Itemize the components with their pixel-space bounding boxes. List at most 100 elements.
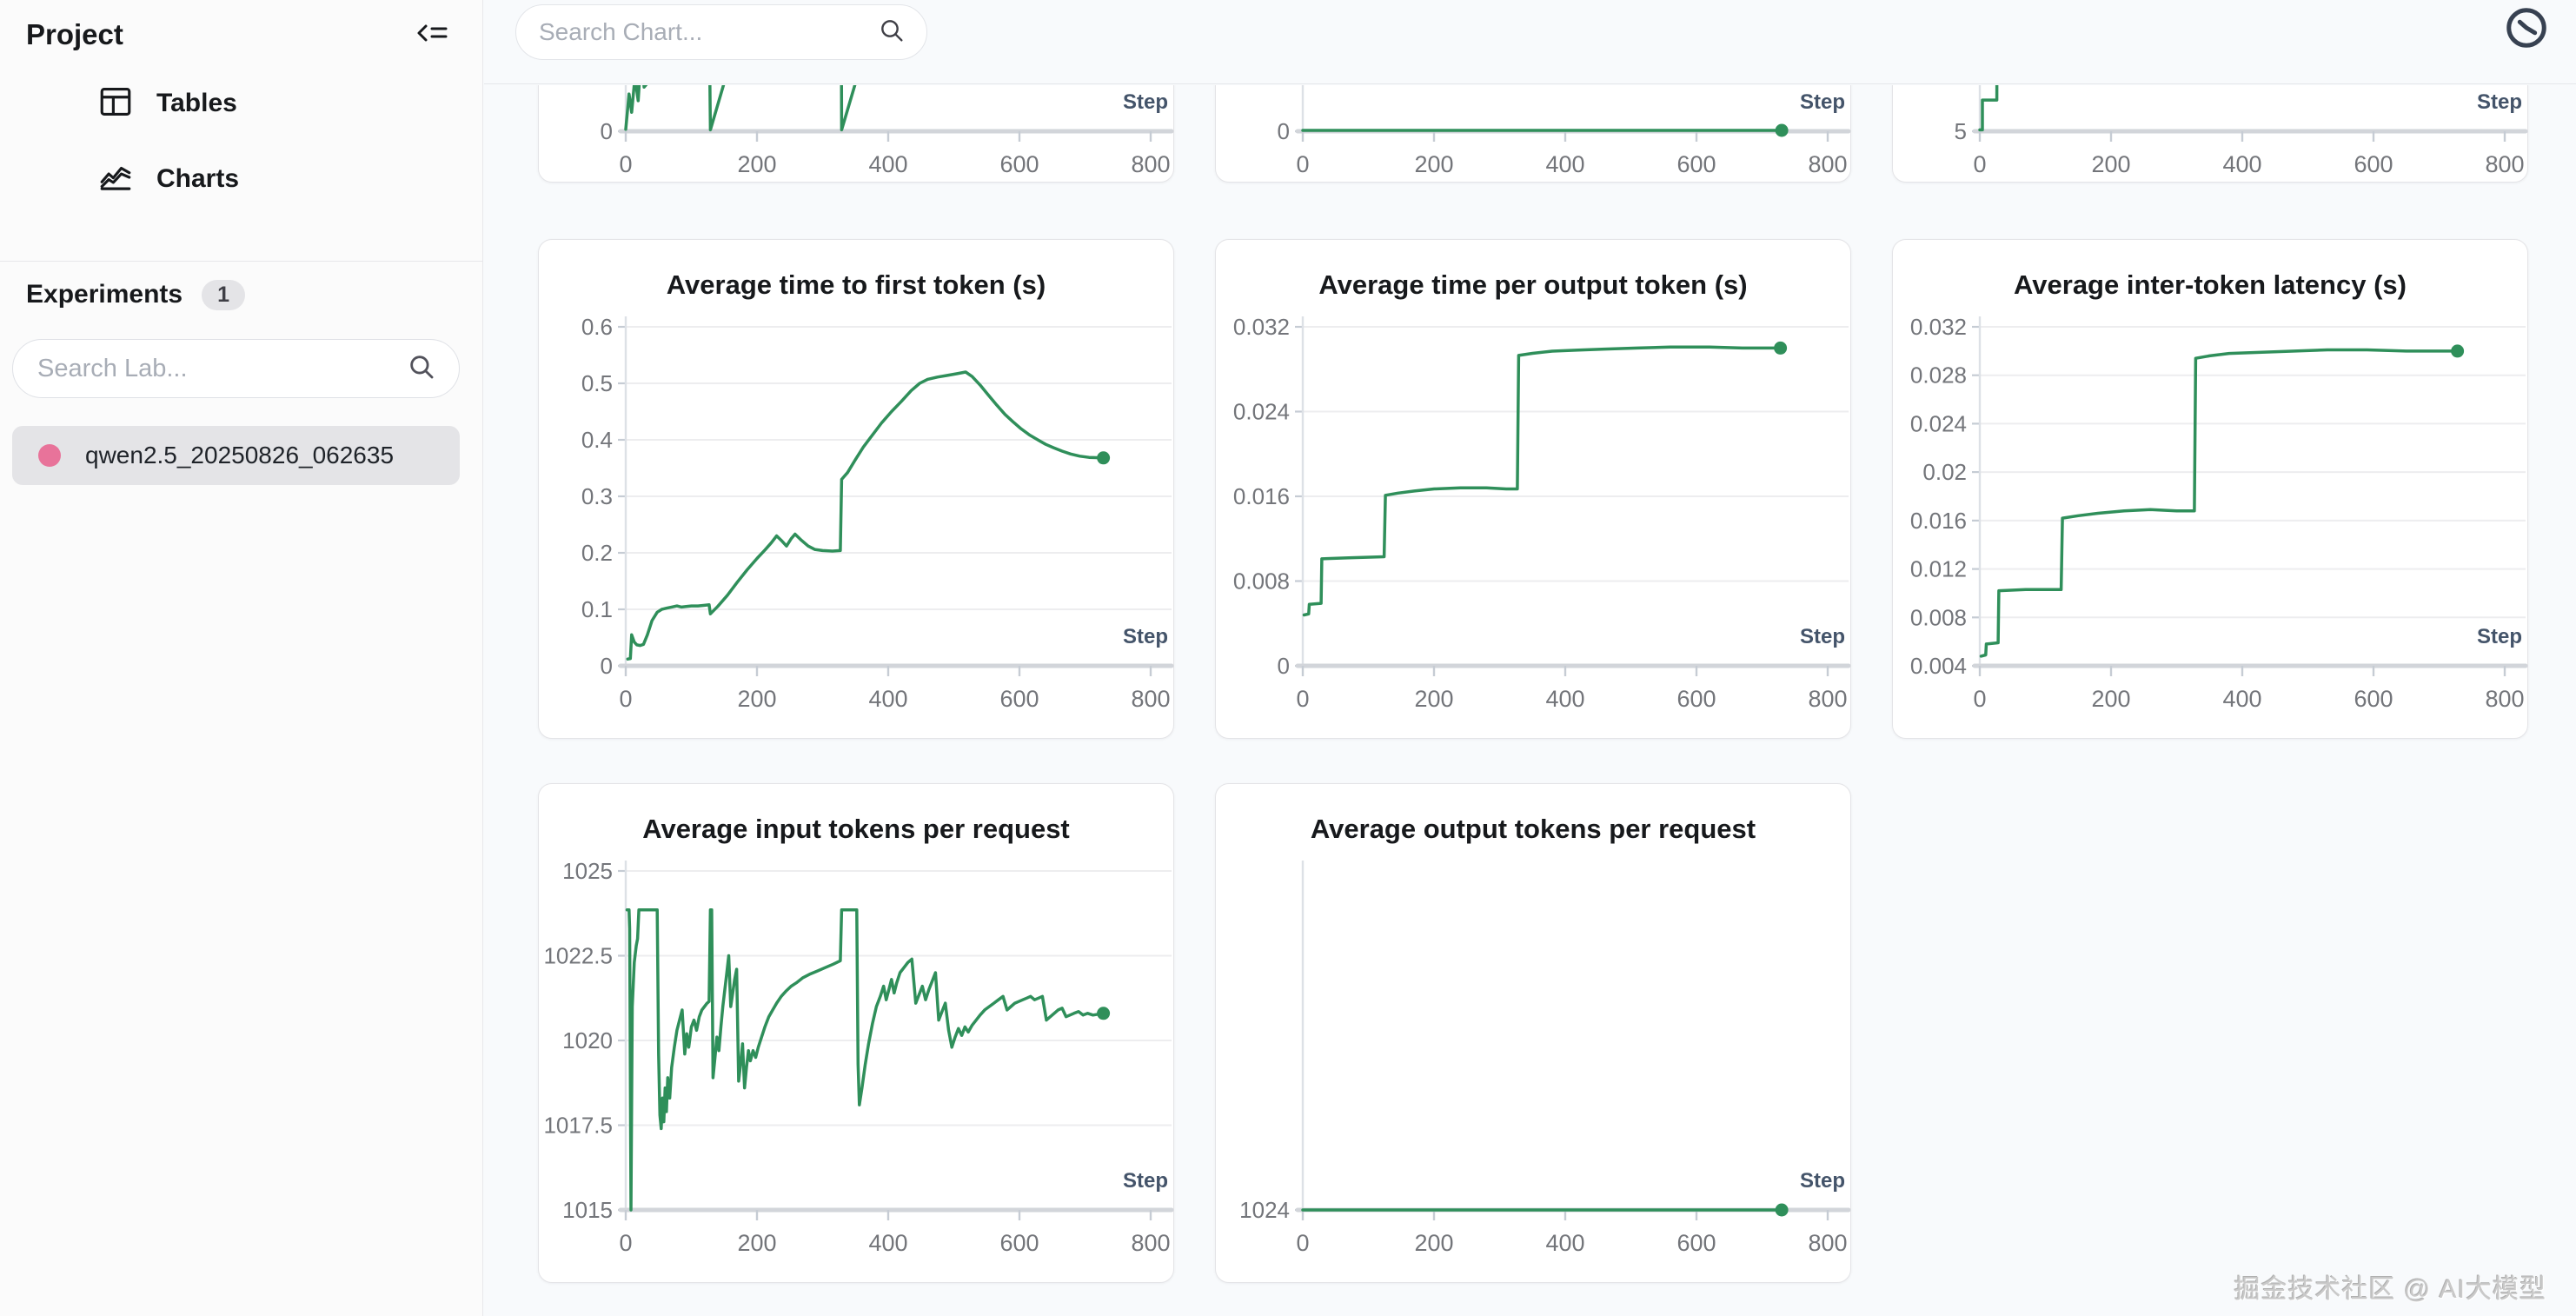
chart-plot[interactable]: 0 0 200 400 600 800 Step <box>1216 85 1851 182</box>
watermark: 掘金技术社区 @ AI大模型 <box>2234 1275 2546 1304</box>
svg-text:200: 200 <box>1414 686 1453 712</box>
svg-text:600: 600 <box>2354 151 2393 177</box>
svg-text:0: 0 <box>1973 686 1986 712</box>
experiments-count-badge: 1 <box>202 279 245 310</box>
project-title: Project <box>26 18 123 50</box>
collapse-sidebar-icon <box>415 20 449 50</box>
svg-text:0.012: 0.012 <box>1910 556 1967 582</box>
search-icon <box>878 17 906 49</box>
svg-text:0.008: 0.008 <box>1910 604 1967 630</box>
chart-plot[interactable]: 5 0 200 400 600 800 Step <box>1893 85 2528 182</box>
svg-text:400: 400 <box>868 686 907 712</box>
svg-text:1020: 1020 <box>562 1027 613 1053</box>
svg-text:1017.5: 1017.5 <box>543 1113 613 1139</box>
svg-text:200: 200 <box>2091 151 2130 177</box>
chart-card[interactable]: 0 0 200 400 600 800 Step <box>538 85 1174 183</box>
svg-text:0: 0 <box>619 686 632 712</box>
chart-plot[interactable]: 0 0.1 0.2 0.3 0.4 0.5 0.6 0 200 400 600 800 Step <box>539 240 1174 738</box>
chart-title: Average input tokens per request <box>642 814 1070 844</box>
clock-icon <box>2503 4 2550 56</box>
svg-text:Step: Step <box>2477 625 2522 648</box>
svg-text:600: 600 <box>999 1230 1039 1256</box>
sidebar-item-label: Tables <box>156 89 237 117</box>
svg-text:600: 600 <box>999 686 1039 712</box>
svg-text:400: 400 <box>2222 686 2261 712</box>
svg-text:0.004: 0.004 <box>1910 653 1967 679</box>
svg-text:Step: Step <box>1123 90 1168 114</box>
chart-card-avg-output-tokens[interactable]: Average output tokens per request 1024 0 2… <box>1215 783 1851 1283</box>
experiments-label: Experiments <box>26 280 183 309</box>
sidebar-header: Project <box>26 14 451 56</box>
sidebar-item-tables[interactable]: Tables <box>97 77 237 130</box>
svg-text:600: 600 <box>999 151 1039 177</box>
chart-title: Average time to first token (s) <box>666 269 1046 300</box>
chart-plot[interactable]: 0.004 0.008 0.012 0.016 0.02 0.024 0.028 0.032 0… <box>1893 240 2528 738</box>
svg-text:600: 600 <box>1676 151 1716 177</box>
svg-text:200: 200 <box>737 686 776 712</box>
svg-text:Step: Step <box>1123 625 1168 648</box>
svg-text:0: 0 <box>619 1230 632 1256</box>
svg-text:400: 400 <box>868 151 907 177</box>
chart-search[interactable] <box>515 4 927 60</box>
svg-text:1022.5: 1022.5 <box>543 943 613 969</box>
svg-text:800: 800 <box>1131 1230 1170 1256</box>
chart-card-avg-inter-token-latency[interactable]: Average inter-token latency (s) 0.004 0.0… <box>1892 239 2528 739</box>
chart-plot[interactable]: 0 0.008 0.016 0.024 0.032 0 200 400 600 800 Step <box>1216 240 1851 738</box>
chart-search-input[interactable] <box>537 17 878 47</box>
chart-card[interactable]: 0 0 200 400 600 800 Step <box>1215 85 1851 183</box>
chart-title: Average time per output token (s) <box>1318 269 1748 300</box>
history-clock-button[interactable] <box>2501 4 2552 55</box>
chart-plot[interactable]: 1015 1017.5 1020 1022.5 1025 0 200 400 600 800 Ste… <box>539 784 1174 1282</box>
svg-text:600: 600 <box>2354 686 2393 712</box>
sidebar-item-charts[interactable]: Charts <box>97 153 239 205</box>
svg-text:800: 800 <box>1808 686 1847 712</box>
chart-title: Average inter-token latency (s) <box>2014 269 2407 300</box>
topbar <box>484 0 2576 84</box>
svg-text:Step: Step <box>1800 1169 1845 1193</box>
sidebar-item-label: Charts <box>156 164 240 193</box>
svg-text:0.008: 0.008 <box>1233 568 1290 595</box>
svg-text:400: 400 <box>2222 151 2261 177</box>
svg-text:800: 800 <box>1131 686 1170 712</box>
svg-text:200: 200 <box>1414 1230 1453 1256</box>
svg-text:0.2: 0.2 <box>581 540 613 566</box>
svg-text:Step: Step <box>1800 90 1845 114</box>
svg-text:800: 800 <box>2485 151 2524 177</box>
svg-text:200: 200 <box>737 1230 776 1256</box>
experiment-list-item[interactable]: qwen2.5_20250826_062635 <box>12 426 460 485</box>
svg-text:600: 600 <box>1676 1230 1716 1256</box>
chart-card[interactable]: 5 0 200 400 600 800 Step <box>1892 85 2528 183</box>
svg-text:Step: Step <box>2477 90 2522 114</box>
svg-text:400: 400 <box>1545 1230 1584 1256</box>
svg-text:0: 0 <box>601 118 613 144</box>
chart-card-avg-input-tokens[interactable]: Average input tokens per request 1015 101… <box>538 783 1174 1283</box>
chart-card-avg-time-per-output-token[interactable]: Average time per output token (s) 0 0.008… <box>1215 239 1851 739</box>
experiment-search[interactable] <box>12 339 460 398</box>
svg-text:0.024: 0.024 <box>1910 410 1967 436</box>
collapse-sidebar-button[interactable] <box>413 17 451 52</box>
chart-plot[interactable]: 0 0 200 400 600 800 Step <box>539 85 1174 182</box>
chart-card-avg-time-to-first-token[interactable]: Average time to first token (s) 0 0.1 0.2 0… <box>538 239 1174 739</box>
svg-text:0.016: 0.016 <box>1233 483 1290 509</box>
svg-text:0.4: 0.4 <box>581 427 613 453</box>
svg-text:400: 400 <box>868 1230 907 1256</box>
svg-text:0: 0 <box>601 653 613 679</box>
experiments-header: Experiments 1 <box>26 275 245 315</box>
svg-text:1024: 1024 <box>1239 1197 1290 1223</box>
svg-text:0.3: 0.3 <box>581 483 613 509</box>
svg-text:200: 200 <box>2091 686 2130 712</box>
svg-text:0.02: 0.02 <box>1922 459 1967 485</box>
svg-text:5: 5 <box>1955 118 1967 144</box>
svg-text:Step: Step <box>1123 1169 1168 1193</box>
experiment-name: qwen2.5_20250826_062635 <box>85 442 395 469</box>
svg-text:800: 800 <box>2485 686 2524 712</box>
svg-text:0.032: 0.032 <box>1233 314 1290 340</box>
search-icon <box>407 352 436 386</box>
chart-plot[interactable]: 1024 0 200 400 600 800 Step <box>1216 784 1851 1282</box>
svg-text:0: 0 <box>619 151 632 177</box>
svg-text:0.1: 0.1 <box>581 596 613 622</box>
svg-text:400: 400 <box>1545 686 1584 712</box>
experiment-search-input[interactable] <box>36 353 407 384</box>
svg-text:800: 800 <box>1131 151 1170 177</box>
svg-text:1015: 1015 <box>562 1197 613 1223</box>
